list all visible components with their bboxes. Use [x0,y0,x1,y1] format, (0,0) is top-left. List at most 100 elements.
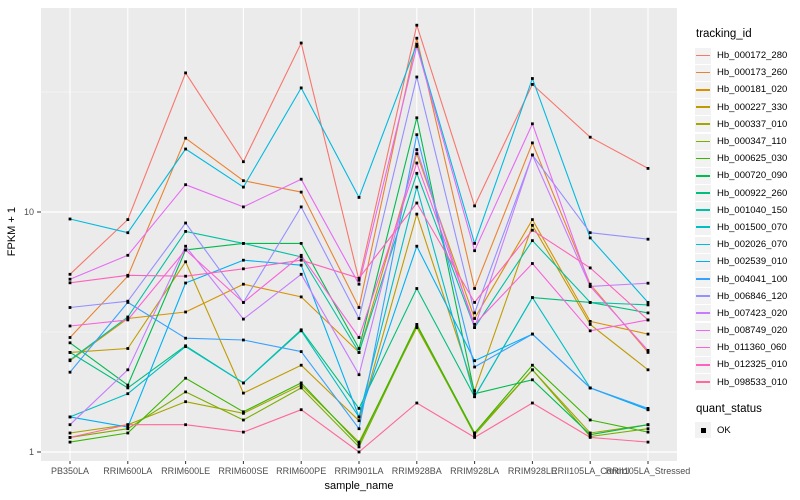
data-point [357,336,361,339]
data-point [357,317,361,320]
data-point [531,77,534,80]
data-point [531,228,534,232]
data-point [473,301,476,304]
data-point [299,386,303,390]
data-point [646,349,650,352]
data-point [68,277,72,281]
data-point [68,324,72,328]
legend-key-line-icon [695,47,711,64]
data-point [184,376,187,380]
data-point [473,436,476,439]
data-point [357,442,361,446]
legend-label: Hb_006846_120 [717,290,788,302]
data-point [646,423,650,427]
x-tick-label: RRIM600SE [218,466,268,476]
legend-items: Hb_000172_280 Hb_000173_260 Hb_000181_020 H… [695,47,800,391]
data-point [184,336,187,340]
data-point [357,278,361,282]
legend-item-Hb_000172_280: Hb_000172_280 [695,47,800,64]
data-point [415,171,419,175]
data-point [357,196,361,199]
data-point [357,407,361,410]
data-point [242,179,245,183]
data-point [68,436,72,439]
data-point [242,317,245,321]
data-point [184,221,187,225]
data-point [242,282,245,286]
data-point [646,407,650,410]
legend-label: Hb_008749_020 [717,325,788,337]
data-point [299,242,303,245]
legend-item-Hb_098533_010: Hb_098533_010 [695,374,800,391]
legend-label: Hb_000173_260 [717,67,788,79]
axis-ticks [37,211,649,464]
data-point [588,282,592,286]
legend-label: Hb_000181_020 [717,84,788,96]
data-point [473,365,476,369]
legend-item-Hb_000227_330: Hb_000227_330 [695,99,800,116]
data-point [299,329,303,333]
legend-label: Hb_001040_150 [717,204,788,216]
legend-item-ok: OK [695,422,800,439]
legend-label: Hb_000720_090 [717,170,788,182]
y-tick-label: 10 [24,207,34,217]
data-point [242,418,245,422]
legend-label: Hb_000337_010 [717,118,788,130]
data-point [184,147,187,151]
x-tick-label: RRIM600PE [276,466,326,476]
legend-key-line-icon [695,219,711,236]
data-point [646,368,650,372]
legend-label: Hb_000347_110 [717,136,787,148]
data-point [357,450,361,454]
data-point [473,392,476,396]
legend-label: Hb_000922_260 [717,187,788,199]
data-point [646,303,650,307]
data-point [68,415,72,419]
data-point [126,315,130,319]
legend-label: Hb_000227_330 [717,101,788,113]
legend-item-Hb_000181_020: Hb_000181_020 [695,81,800,98]
legend-key-line-icon [695,322,711,339]
legend-key-line-icon [695,133,711,150]
data-point [531,218,534,221]
data-point [415,36,419,40]
data-point [646,351,650,354]
data-point [242,381,245,385]
data-point [531,296,534,299]
data-point [473,204,476,208]
data-point [531,153,534,157]
data-point [473,317,476,320]
data-point [357,440,361,444]
legend-label: Hb_001500_070 [717,221,788,233]
data-point [415,161,419,165]
data-point [126,231,130,235]
data-point [357,445,361,449]
data-point [473,431,476,435]
data-point [357,351,361,354]
x-tick-label: RRIM600LE [161,466,210,476]
legend-item-Hb_006846_120: Hb_006846_120 [695,288,800,305]
data-point [531,223,534,227]
legend-item-Hb_000173_260: Hb_000173_260 [695,64,800,81]
data-point [299,383,303,387]
legend-title-tracking-id: tracking_id [696,28,752,40]
data-point [184,136,187,140]
data-point [473,323,476,326]
data-point [473,389,476,393]
data-point [68,281,72,285]
data-point [588,285,592,288]
data-point [588,323,592,326]
data-point [184,260,187,264]
x-tick-label: RRII105LA_Stressed [606,466,691,476]
legend-item-Hb_012325_010: Hb_012325_010 [695,356,800,373]
data-point [126,368,130,372]
data-point [646,430,650,434]
legend-item-Hb_001040_150: Hb_001040_150 [695,202,800,219]
data-point [299,408,303,412]
data-point [646,427,650,431]
data-point [357,306,361,309]
data-point [588,266,592,270]
data-point [588,418,592,422]
data-point [473,395,476,399]
legend-key-line-icon [695,116,711,133]
